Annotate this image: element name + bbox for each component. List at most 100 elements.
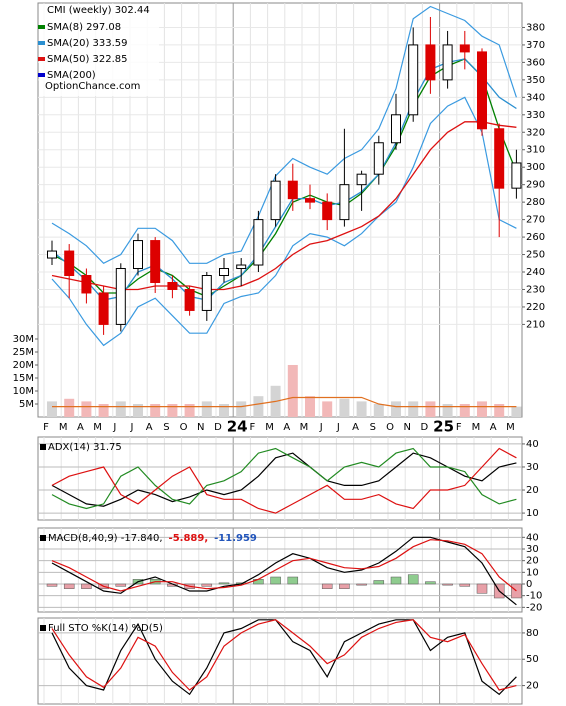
y-tick-label: 380 xyxy=(526,22,545,33)
x-tick-label: F xyxy=(456,422,462,433)
candle-body xyxy=(391,114,401,144)
volume-bar xyxy=(81,401,92,417)
panel-frame xyxy=(37,527,523,613)
bollinger-upper xyxy=(51,5,517,265)
panel-frame xyxy=(37,617,523,705)
volume-bar xyxy=(236,401,247,417)
bollinger-lower xyxy=(51,96,517,347)
candle-body xyxy=(287,180,298,200)
legend-label: -5.889, xyxy=(169,533,209,544)
x-tick-label: J xyxy=(130,422,134,433)
volume-bar xyxy=(373,403,384,417)
panel-title: Full STO %K(14) %D(5) xyxy=(48,623,163,634)
volume-bar xyxy=(356,401,367,417)
y-tick-label: 50 xyxy=(526,654,539,665)
histogram-bar xyxy=(321,583,333,589)
y-tick-label: 240 xyxy=(526,267,545,278)
histogram-bar xyxy=(339,583,350,589)
histogram-bar xyxy=(373,580,385,585)
indicator-line xyxy=(51,619,517,691)
y-tick-label: 290 xyxy=(526,180,545,191)
candle-body xyxy=(236,264,247,270)
x-tick-label: F xyxy=(43,422,49,433)
sma-line xyxy=(51,58,517,301)
y-tick-label: 20 xyxy=(526,556,539,567)
panel-title: MACD(8,40,9) -17.840, xyxy=(48,533,163,544)
volume-bar xyxy=(253,396,264,417)
y-tick-label: 300 xyxy=(526,162,545,173)
indicator-line xyxy=(51,447,517,514)
x-tick-label: 24 xyxy=(227,418,248,436)
candle-body xyxy=(270,180,281,221)
histogram-bar xyxy=(390,576,402,585)
x-tick-label: A xyxy=(77,422,84,433)
histogram-bar xyxy=(407,574,419,585)
y-tick-label: 30 xyxy=(526,544,539,555)
candle-body xyxy=(373,142,384,175)
histogram-bar xyxy=(115,583,127,587)
y-tick-label: 10 xyxy=(526,508,539,519)
histogram-bar xyxy=(459,583,471,587)
x-tick-label: D xyxy=(421,422,429,433)
volume-bar xyxy=(167,403,178,417)
candle-body xyxy=(339,184,350,221)
y-tick-label: 210 xyxy=(526,319,545,330)
x-tick-label: N xyxy=(403,422,410,433)
y-tick-label: 80 xyxy=(526,628,539,639)
indicator-line xyxy=(51,619,517,696)
volume-bar xyxy=(511,406,522,417)
candle-body xyxy=(253,219,264,266)
candle-body xyxy=(201,275,212,311)
volume-bar xyxy=(459,403,470,417)
volume-bar xyxy=(64,398,75,417)
x-tick-label: A xyxy=(352,422,359,433)
y-tick-label: 20 xyxy=(526,485,539,496)
candle-body xyxy=(115,268,126,325)
y-tick-label: 20 xyxy=(526,681,539,692)
x-tick-label: O xyxy=(180,422,188,433)
histogram-bar xyxy=(46,583,58,587)
candle-body xyxy=(356,173,367,186)
y-tick-label: 10M xyxy=(13,386,34,397)
x-tick-label: M xyxy=(265,422,274,433)
x-tick-label: N xyxy=(197,422,204,433)
y-tick-label: 370 xyxy=(526,40,545,51)
legend-swatch xyxy=(38,25,45,29)
histogram-bar xyxy=(218,582,230,585)
volume-bar xyxy=(201,401,212,417)
x-tick-label: A xyxy=(283,422,290,433)
histogram-bar xyxy=(287,576,299,585)
y-tick-label: 30M xyxy=(13,334,34,345)
candle-body xyxy=(442,44,453,81)
y-tick-label: 350 xyxy=(526,75,545,86)
volume-bar xyxy=(133,403,143,417)
y-tick-label: 260 xyxy=(526,232,545,243)
histogram-bar xyxy=(81,583,92,589)
x-tick-label: J xyxy=(336,422,340,433)
x-tick-label: M xyxy=(506,422,515,433)
volume-bar xyxy=(477,401,487,417)
legend-swatch xyxy=(38,41,45,45)
sma-line xyxy=(51,58,518,298)
volume-bar xyxy=(339,398,350,417)
y-tick-label: 340 xyxy=(526,92,545,103)
y-tick-label: 30 xyxy=(526,462,539,473)
volume-bar xyxy=(408,401,419,417)
candle-body xyxy=(511,162,522,189)
candle-body xyxy=(494,128,505,189)
volume-bar xyxy=(391,401,401,417)
x-tick-label: M xyxy=(93,422,102,433)
x-tick-label: J xyxy=(319,422,323,433)
y-tick-label: -20 xyxy=(526,602,542,613)
x-tick-label: S xyxy=(370,422,376,433)
y-tick-label: 220 xyxy=(526,302,545,313)
volume-bar xyxy=(115,401,126,417)
volume-bar xyxy=(442,403,453,417)
y-tick-label: 5M xyxy=(19,399,34,410)
candle-body xyxy=(167,281,178,290)
x-tick-label: O xyxy=(386,422,394,433)
candle-body xyxy=(219,268,229,277)
candle-body xyxy=(64,250,75,277)
volume-bar xyxy=(47,401,57,417)
